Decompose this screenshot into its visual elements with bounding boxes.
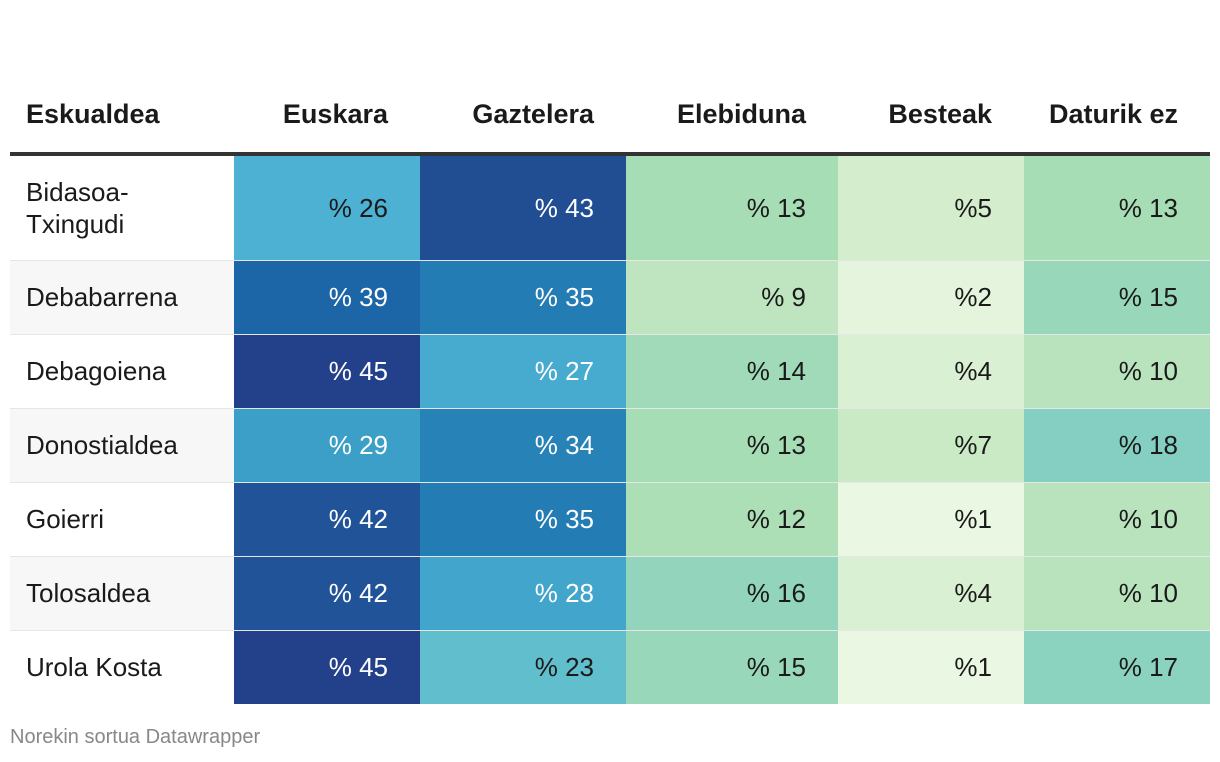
heatmap-cell-besteak: %4 [838,555,1024,630]
heatmap-cell-euskara: % 45 [234,333,420,408]
row-label: Bidasoa-Txingudi [26,176,129,239]
column-header-elebiduna[interactable]: Elebiduna [626,40,838,156]
table-row: Urola Kosta% 45% 23% 15 %1% 17 [10,629,1210,704]
table-row: Debagoiena% 45% 27% 14 %4% 10 [10,333,1210,408]
heatmap-cell-euskara: % 39 [234,259,420,334]
heatmap-cell-besteak: %5 [838,154,1024,260]
heatmap-cell-daturik-ez: % 15 [1024,259,1210,334]
heatmap-table: Eskualdea Euskara Gaztelera Elebiduna Be… [10,40,1210,704]
row-label: Donostialdea [10,407,234,482]
heatmap-cell-gaztelera: % 27 [420,333,626,408]
heatmap-cell-elebiduna: % 12 [626,481,838,556]
heatmap-cell-euskara: % 42 [234,481,420,556]
heatmap-cell-elebiduna: % 15 [626,629,838,704]
row-label: Debagoiena [10,333,234,408]
column-header-gaztelera[interactable]: Gaztelera [420,40,626,156]
heatmap-cell-euskara: % 45 [234,629,420,704]
table-row: Tolosaldea% 42% 28% 16 %4% 10 [10,555,1210,630]
heatmap-cell-besteak: %4 [838,333,1024,408]
heatmap-cell-elebiduna: % 16 [626,555,838,630]
row-label: Tolosaldea [10,555,234,630]
heatmap-cell-elebiduna: % 9 [626,259,838,334]
heatmap-cell-daturik-ez: % 10 [1024,333,1210,408]
heatmap-cell-daturik-ez: % 18 [1024,407,1210,482]
column-header-euskara[interactable]: Euskara [234,40,420,156]
row-label: Urola Kosta [10,629,234,704]
table-row: Goierri% 42% 35% 12 %1% 10 [10,481,1210,556]
heatmap-cell-besteak: %1 [838,629,1024,704]
heatmap-cell-elebiduna: % 13 [626,154,838,260]
column-header-besteak[interactable]: Besteak [838,40,1024,156]
heatmap-cell-elebiduna: % 13 [626,407,838,482]
column-header-daturik-ez[interactable]: Daturik ez [1024,40,1210,156]
row-label: Goierri [10,481,234,556]
table-row: Donostialdea% 29% 34% 13 %7% 18 [10,407,1210,482]
heatmap-cell-gaztelera: % 43 [420,154,626,260]
heatmap-cell-gaztelera: % 34 [420,407,626,482]
table-row: Bidasoa-Txingudi% 26% 43% 13 %5% 13 [10,154,1210,260]
heatmap-cell-gaztelera: % 23 [420,629,626,704]
heatmap-cell-besteak: %2 [838,259,1024,334]
table-body: Bidasoa-Txingudi% 26% 43% 13 %5% 13 Debaba… [10,154,1210,704]
heatmap-cell-euskara: % 26 [234,154,420,260]
heatmap-cell-gaztelera: % 28 [420,555,626,630]
table-header-row: Eskualdea Euskara Gaztelera Elebiduna Be… [10,40,1210,156]
heatmap-cell-daturik-ez: % 10 [1024,481,1210,556]
heatmap-cell-gaztelera: % 35 [420,259,626,334]
heatmap-cell-besteak: %7 [838,407,1024,482]
heatmap-cell-daturik-ez: % 13 [1024,154,1210,260]
table-row: Debabarrena% 39% 35% 9 %2% 15 [10,259,1210,334]
row-label: Debabarrena [10,259,234,334]
heatmap-table-container: Eskualdea Euskara Gaztelera Elebiduna Be… [10,40,1210,704]
heatmap-cell-elebiduna: % 14 [626,333,838,408]
heatmap-cell-euskara: % 29 [234,407,420,482]
footer-credit: Norekin sortua Datawrapper [10,726,261,748]
heatmap-cell-daturik-ez: % 10 [1024,555,1210,630]
column-header-eskualdea[interactable]: Eskualdea [10,40,234,156]
heatmap-cell-besteak: %1 [838,481,1024,556]
heatmap-cell-euskara: % 42 [234,555,420,630]
heatmap-cell-daturik-ez: % 17 [1024,629,1210,704]
heatmap-cell-gaztelera: % 35 [420,481,626,556]
